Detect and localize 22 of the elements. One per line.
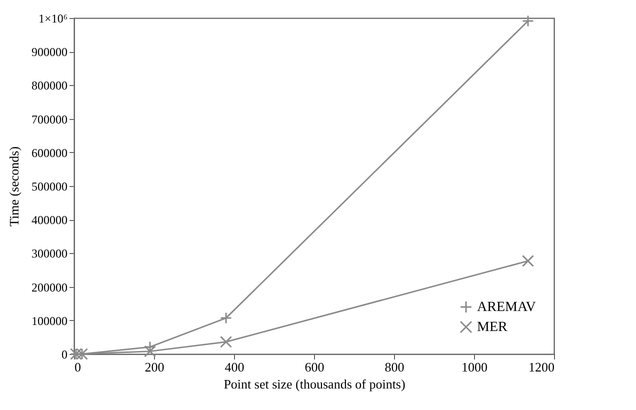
y-axis-title: Time (seconds) bbox=[6, 146, 22, 227]
y-tick-label: 0 bbox=[62, 348, 68, 362]
x-axis-title: Point set size (thousands of points) bbox=[224, 376, 406, 392]
x-tick-label: 400 bbox=[224, 360, 244, 374]
y-tick-label: 700000 bbox=[32, 112, 68, 126]
legend-label: AREMAV bbox=[477, 300, 536, 315]
x-tick-label: 800 bbox=[384, 360, 404, 374]
y-tick-label: 500000 bbox=[32, 180, 68, 194]
legend-label: MER bbox=[477, 320, 508, 335]
x-tick-label: 200 bbox=[144, 360, 164, 374]
y-tick-label: 800000 bbox=[32, 78, 68, 93]
x-tick-label: 600 bbox=[304, 360, 324, 374]
x-tick-label: 0 bbox=[74, 360, 81, 374]
y-tick-label: 200000 bbox=[32, 280, 68, 294]
y-tick-label: 300000 bbox=[32, 246, 68, 261]
y-tick-label: 600000 bbox=[32, 146, 68, 160]
y-tick-label: 100000 bbox=[32, 314, 68, 328]
y-tick-label: 1×10⁶ bbox=[38, 12, 68, 26]
x-tick-label: 1200 bbox=[528, 360, 554, 374]
y-tick-label: 400000 bbox=[32, 213, 68, 228]
x-tick-label: 1000 bbox=[462, 360, 488, 374]
y-tick-label: 900000 bbox=[32, 45, 68, 60]
